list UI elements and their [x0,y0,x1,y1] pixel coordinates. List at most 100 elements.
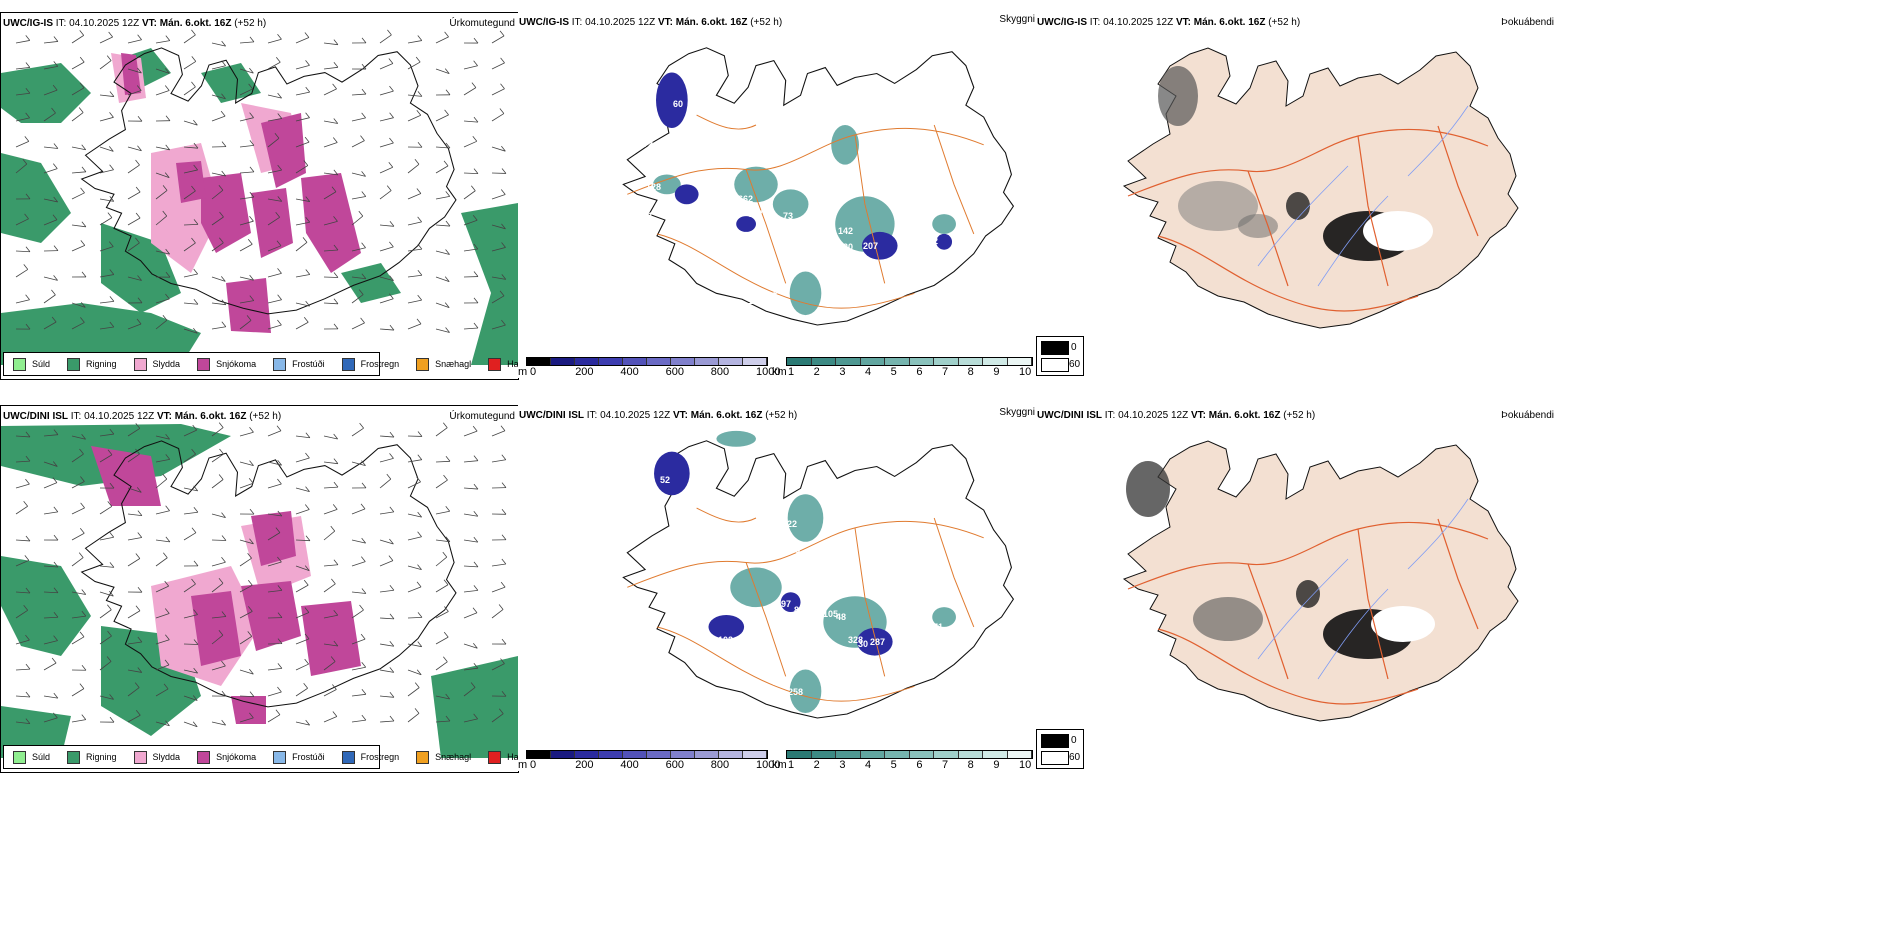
wind-barb [155,250,170,255]
panel-header: UWC/IG-IS IT: 04.10.2025 12Z VT: Mán. 6.… [519,17,783,28]
ceiling-height-label: 303 [854,655,869,665]
wind-barb-flag [333,272,339,278]
wind-barb-flag [501,558,507,565]
legend-item: Haglél [488,750,518,764]
wind-barb [407,193,422,200]
wind-barb [43,434,58,437]
wind-barb-flag [388,58,394,64]
wind-barb [491,35,505,44]
wind-barb-flag [25,587,31,594]
wind-barb [267,169,282,174]
wind-barb [43,717,58,723]
wind-barb [15,721,30,725]
wind-barb [211,326,226,330]
wind-barb [71,453,84,463]
colorbar-tick-label: 200 [575,759,594,771]
wind-barb-flag [304,658,309,665]
wind-barb-flag [501,690,507,697]
wind-barb-flag [332,684,337,690]
wind-barb [379,539,394,545]
wind-barb-flag [416,476,421,483]
wind-barb-flag [106,55,112,61]
wind-barb-flag [193,609,198,615]
wind-barb [99,635,112,645]
wind-barb [379,435,394,438]
wind-barb-flag [164,580,170,587]
wind-barb-flag [305,196,311,202]
wind-barb [295,117,310,122]
wind-barb-flag [444,606,449,612]
wind-barb [99,536,114,541]
wind-barb-flag [277,164,283,171]
legend-item: Snæhagl [416,750,471,764]
wind-barb-flag [414,708,420,714]
wind-barb-flag [361,537,366,544]
ceiling-height-label: 15 [780,116,790,126]
wind-barb [15,639,30,645]
legend-label: Frostregn [360,752,400,762]
wind-barb [155,510,170,515]
wind-barb [211,189,224,200]
colorbar-tick-label: 10 [1019,366,1032,378]
wind-barb-flag [79,30,85,36]
wind-barb-flag [193,219,199,225]
wind-barb [211,453,224,463]
wind-barb [351,539,366,544]
wind-barb [43,662,57,671]
wind-barb-flag [221,512,226,518]
wind-barb-flag [417,243,423,250]
wind-barb [379,643,394,647]
wind-barb [351,140,365,148]
ceiling-height-label: 144 [888,669,903,679]
wind-barb [491,146,506,152]
wind-barb-flag [221,690,227,697]
wind-barb-flag [473,37,479,44]
wind-barb [43,146,58,149]
wind-barb [407,536,422,541]
wind-barb [491,276,506,280]
wind-barb-flag [135,212,141,219]
wind-barb-flag [445,693,450,700]
wind-barb [211,665,226,671]
wind-barb-flag [444,68,450,74]
legend-label: Rigning [86,359,117,369]
wind-barb-flag [304,565,310,571]
wind-barb-flag [277,196,283,202]
wind-barb-flag [249,36,255,43]
wind-barb-flag [79,528,85,534]
wind-barb [239,88,253,96]
wind-barb [183,453,196,463]
wind-barb-flag [219,237,224,244]
wind-barb [323,276,339,278]
wind-barb-flag [414,159,420,165]
wind-barb [155,721,170,727]
wind-barb-flag [107,449,113,455]
wind-barb-flag [137,145,142,152]
wind-barb-flag [191,527,197,533]
legend-swatch [273,357,287,371]
ceiling-height-label: 60 [673,99,683,109]
rivers [1257,498,1469,680]
wind-barb [127,714,141,723]
wind-barb-flag [303,316,309,323]
wind-barb [323,88,337,96]
wind-barb [267,691,282,697]
colorbar-tick-label: 7 [942,759,949,771]
wind-barb-flag [416,110,422,116]
wind-barb-flag [277,638,283,644]
wind-barb-flag [23,500,28,507]
wind-barb [435,196,450,200]
wind-barb-flag [473,585,479,591]
wind-barb-flag [53,635,58,641]
wind-barb [295,687,308,697]
wind-barb-flag [473,116,479,123]
wind-barb [183,61,196,70]
wind-barb-flag [249,112,254,118]
wind-barb [43,565,58,568]
wind-barb [99,94,114,97]
wind-barb [71,557,84,567]
wind-barb [211,94,226,100]
wind-barb-flag [333,481,339,488]
wind-barb-flag [473,713,478,720]
wind-barb [71,532,85,541]
